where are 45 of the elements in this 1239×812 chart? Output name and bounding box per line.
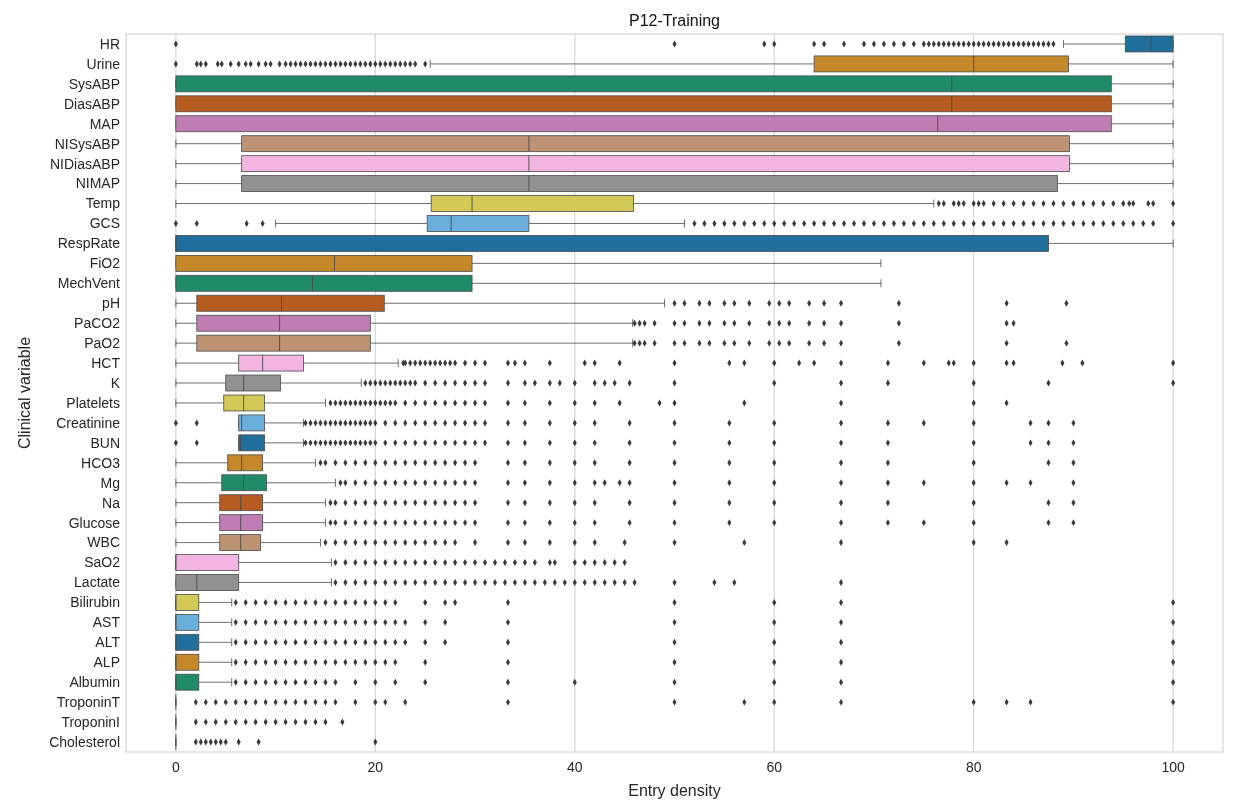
y-tick-label: Glucose (68, 514, 121, 531)
x-tick-label: 20 (367, 759, 384, 775)
chart-title: P12-Training (628, 12, 721, 29)
y-tick-label: FiO2 (89, 255, 121, 272)
x-tick-label: 60 (766, 759, 783, 775)
y-tick-label: Temp (85, 195, 121, 212)
y-tick-label: pH (102, 295, 120, 312)
y-tick-label: GCS (89, 215, 120, 232)
y-tick-label: HCO3 (81, 454, 121, 471)
y-axis-title: Clinical variable (16, 336, 33, 450)
y-tick-label: SaO2 (84, 554, 121, 571)
y-tick-label: HCT (91, 354, 121, 371)
x-axis-title: Entry density (628, 782, 721, 799)
y-tick-label: PaCO2 (74, 315, 121, 332)
y-tick-label: Albumin (69, 674, 120, 691)
y-tick-label: Urine (86, 55, 121, 72)
y-tick-label: ALT (95, 634, 121, 651)
x-tick-label: 80 (965, 759, 982, 775)
y-tick-label: Bilirubin (70, 594, 120, 611)
y-tick-label: MAP (89, 115, 120, 132)
y-tick-label: TroponinT (56, 694, 121, 711)
y-tick-label: MechVent (57, 275, 121, 292)
y-tick-label: WBC (87, 534, 120, 551)
y-tick-label: HR (99, 35, 120, 52)
y-tick-label: SysABP (68, 75, 120, 92)
y-tick-label: K (110, 374, 121, 391)
y-tick-label: Lactate (74, 574, 121, 591)
y-tick-label: Cholesterol (49, 733, 120, 750)
y-tick-label: RespRate (57, 235, 121, 252)
y-tick-label: NIMAP (75, 175, 120, 192)
y-tick-label: Creatinine (56, 414, 121, 431)
y-tick-label: Mg (100, 474, 120, 491)
y-tick-label: PaO2 (84, 335, 121, 352)
y-tick-label: DiasABP (63, 95, 120, 112)
y-tick-label: TroponinI (61, 713, 120, 730)
x-tick-label: 0 (171, 759, 180, 775)
y-tick-label: Platelets (66, 394, 120, 411)
y-tick-label: AST (92, 614, 121, 631)
x-tick-label: 100 (1161, 759, 1186, 775)
y-tick-label: NIDiasABP (49, 155, 120, 172)
x-tick-label: 40 (566, 759, 583, 775)
y-tick-label: BUN (90, 434, 120, 451)
y-tick-label: Na (102, 494, 121, 511)
y-tick-label: NISysABP (54, 135, 120, 152)
y-tick-label: ALP (93, 654, 120, 671)
